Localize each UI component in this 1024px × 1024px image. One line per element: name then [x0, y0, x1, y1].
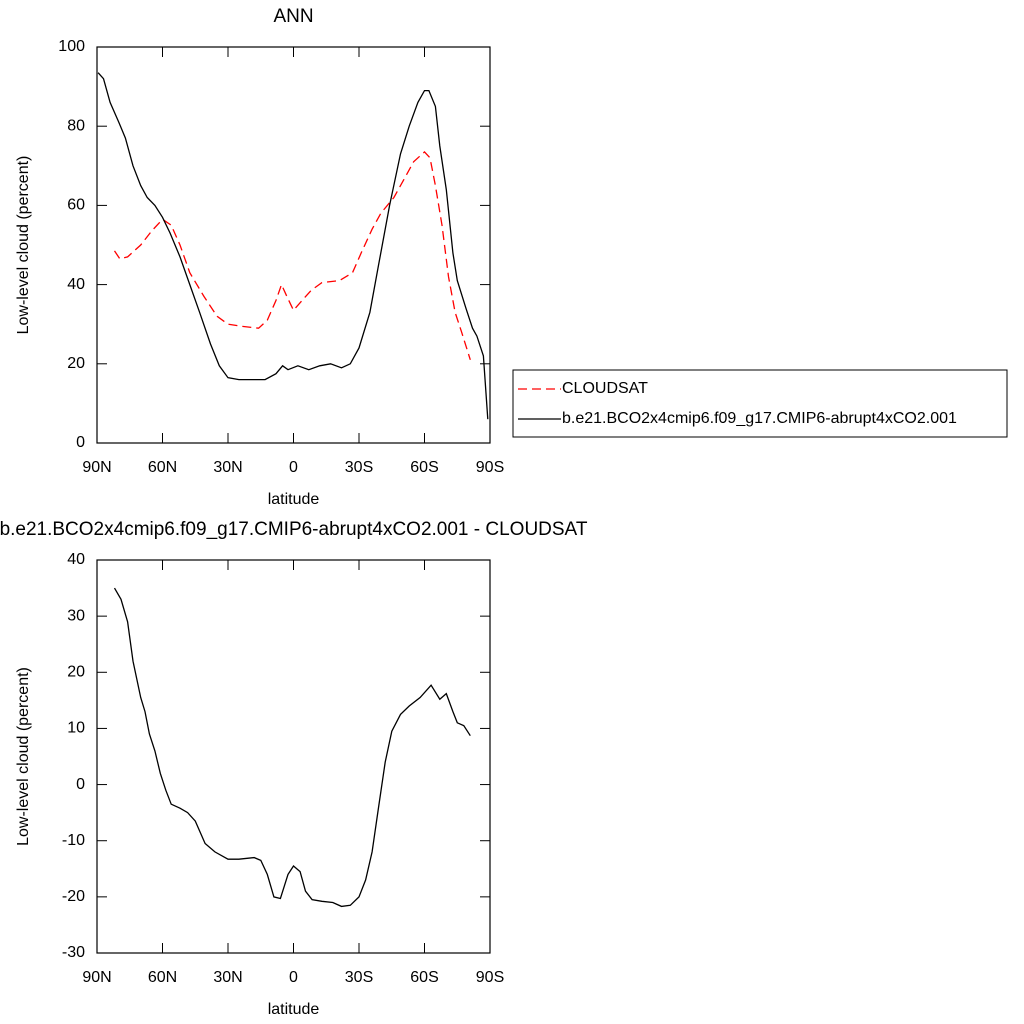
y-tick-label: 20 [67, 664, 85, 681]
y-tick-label: 0 [76, 776, 85, 793]
y-tick-label: 20 [67, 355, 85, 372]
y-tick-label: 100 [58, 38, 85, 55]
plot-frame [96, 559, 491, 954]
y-tick-label: -10 [62, 832, 85, 849]
x-tick-label: 90S [476, 969, 504, 986]
x-tick-label: 30N [213, 459, 242, 476]
x-tick-label: 60N [148, 969, 177, 986]
y-tick-label: 10 [67, 720, 85, 737]
y-tick-label: 40 [67, 276, 85, 293]
y-tick-label: 0 [76, 434, 85, 451]
x-tick-label: 60N [148, 459, 177, 476]
y-tick-label: -30 [62, 944, 85, 961]
legend-label: b.e21.BCO2x4cmip6.f09_g17.CMIP6-abrupt4x… [562, 410, 957, 427]
y-tick-label: -20 [62, 888, 85, 905]
y-axis-label: Low-level cloud (percent) [15, 667, 32, 846]
x-axis-label: latitude [268, 491, 320, 508]
series-line [113, 150, 471, 360]
x-tick-label: 60S [410, 969, 438, 986]
x-tick-label: 60S [410, 459, 438, 476]
x-tick-label: 90N [82, 459, 111, 476]
x-tick-label: 0 [289, 459, 298, 476]
x-tick-label: 0 [289, 969, 298, 986]
y-tick-label: 80 [67, 117, 85, 134]
y-tick-label: 60 [67, 197, 85, 214]
y-axis-label: Low-level cloud (percent) [15, 156, 32, 335]
legend-label: CLOUDSAT [562, 380, 648, 397]
y-tick-label: 30 [67, 607, 85, 624]
y-tick-label: 40 [67, 551, 85, 568]
x-tick-label: 30N [213, 969, 242, 986]
chart-title: ANN [273, 6, 313, 27]
x-tick-label: 90N [82, 969, 111, 986]
plot-frame [96, 46, 491, 444]
x-tick-label: 30S [345, 459, 373, 476]
x-tick-label: 90S [476, 459, 504, 476]
chart-title: b.e21.BCO2x4cmip6.f09_g17.CMIP6-abrupt4x… [0, 519, 588, 540]
series-line [97, 72, 489, 420]
x-tick-label: 30S [345, 969, 373, 986]
legend-box [512, 369, 1008, 438]
x-axis-label: latitude [268, 1001, 320, 1018]
series-line [113, 587, 471, 908]
